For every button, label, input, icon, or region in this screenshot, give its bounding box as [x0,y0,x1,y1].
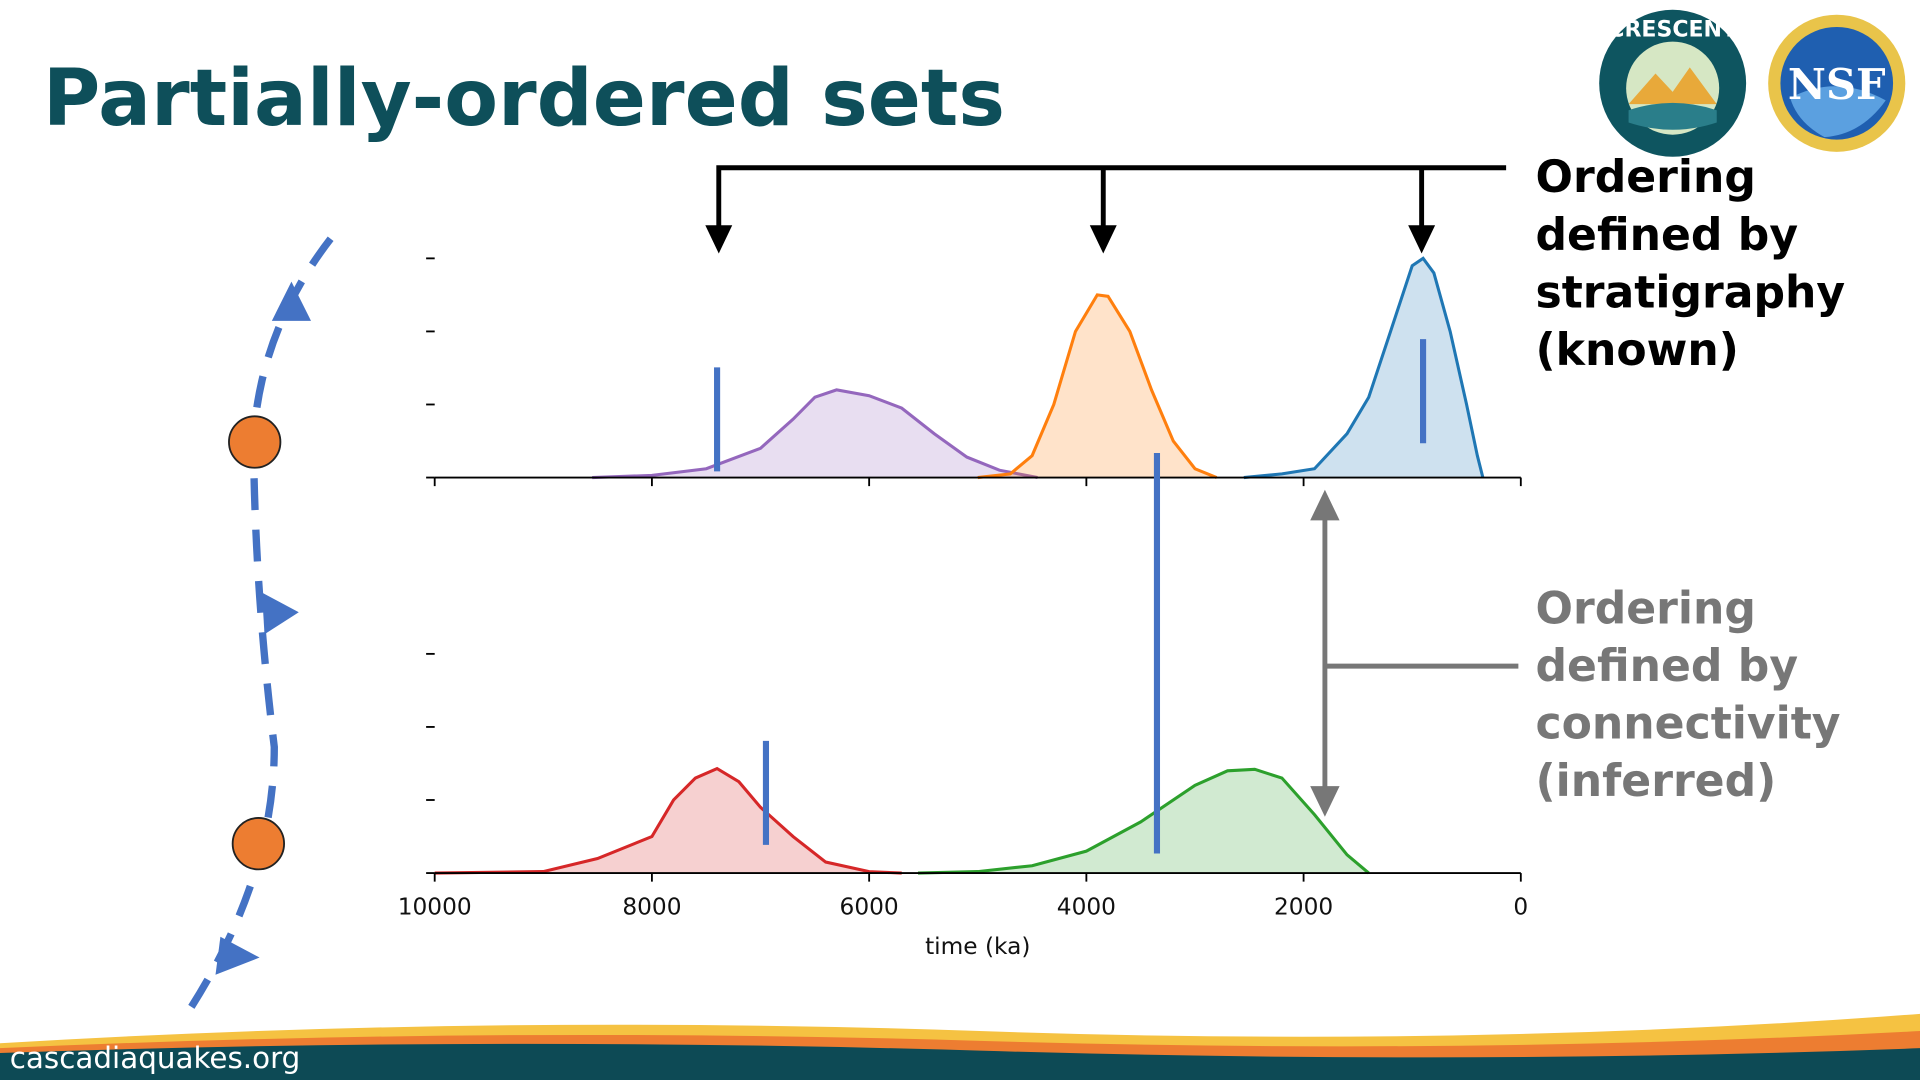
annotation-line: defined by [1536,641,1799,692]
logo-text: CRESCENT [1608,18,1737,43]
cycle-decoration [180,236,334,1021]
logo-text: NSF [1788,60,1886,109]
density-line [977,293,1218,480]
annotation-line: (known) [1536,325,1739,376]
density-line [434,766,902,875]
x-axis-label: time (ka) [925,933,1030,960]
density-line [917,767,1370,875]
connectivity-arrow [1310,489,1519,817]
density-fill [434,768,902,874]
stratigraphy-bracket [705,165,1507,254]
x-tick-label: 2000 [1274,894,1333,921]
slide-title: Partially-ordered sets [43,53,1005,144]
x-tick-label: 4000 [1057,894,1116,921]
density-fill [977,294,1217,478]
density-fill [592,389,1038,478]
annotation-line: defined by [1536,210,1799,261]
x-tick-label: 8000 [622,894,681,921]
nsf-logo: NSF [1768,14,1906,152]
crescent-logo: CRESCENT [1599,9,1747,157]
x-tick-label: 6000 [840,894,899,921]
annotations: Ordering defined by stratigraphy (known) Ord… [1536,152,1846,807]
annotation-line: stratigraphy [1536,267,1846,318]
annotation-line: Ordering [1536,152,1756,203]
density-fill [1243,258,1483,478]
footer-text: cascadiaquakes.org [10,1041,301,1075]
annotation-line: Ordering [1536,583,1756,634]
density-line [592,388,1038,480]
footer: cascadiaquakes.org [0,1013,1920,1080]
x-tick-label: 10000 [398,894,472,921]
plots: 10000 8000 6000 4000 2000 0 time (ka) [398,256,1528,960]
annotation-line: connectivity [1536,698,1841,749]
density-line [1243,256,1485,480]
annotation-line: (inferred) [1536,756,1777,807]
x-tick-label: 0 [1513,894,1528,921]
